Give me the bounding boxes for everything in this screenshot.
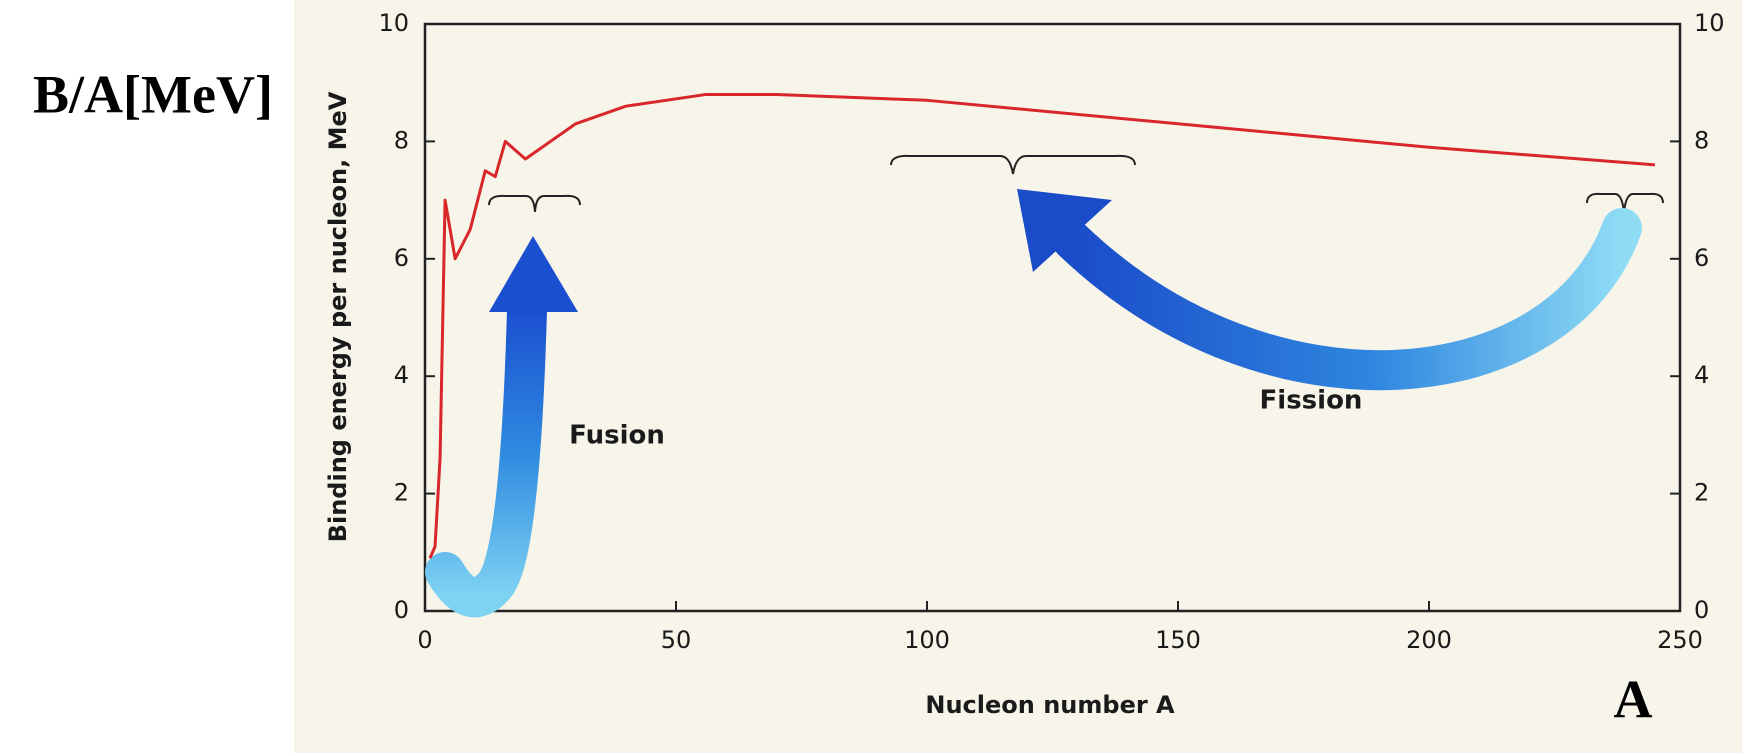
x-tick-label: 100 [904, 626, 950, 654]
fusion-arrow [425, 290, 547, 618]
data-line [428, 92, 1656, 559]
y-axis-title: Binding energy per nucleon, MeV [324, 91, 352, 542]
outer-y-label: B/A[MeV] [33, 64, 273, 124]
x-tick-label: 50 [661, 626, 692, 654]
y-tick-label: 4 [394, 361, 409, 389]
x-tick-label: 250 [1657, 626, 1703, 654]
y2-tick-label: 0 [1694, 596, 1709, 624]
annotation: Fission [1260, 386, 1363, 416]
y2-tick-label: 10 [1694, 9, 1725, 37]
x-axis-title: Nucleon number A [925, 691, 1175, 719]
y-tick-label: 10 [378, 9, 409, 37]
corner-label: A [1614, 669, 1653, 729]
y-tick-label: 8 [394, 126, 409, 154]
y2-tick-label: 2 [1694, 479, 1709, 507]
y-tick-label: 2 [394, 479, 409, 507]
y-tick-label: 6 [394, 244, 409, 272]
y2-tick-label: 6 [1694, 244, 1709, 272]
fission-arrow-head [1017, 189, 1112, 272]
fusion-arrow-head [489, 236, 578, 312]
x-tick-label: 0 [417, 626, 432, 654]
y2-tick-label: 4 [1694, 361, 1709, 389]
brace [890, 154, 1136, 175]
y-tick-label: 0 [394, 596, 409, 624]
annotation: Fusion [569, 421, 665, 451]
fission-arrow [1052, 208, 1642, 391]
brace [488, 194, 581, 213]
x-tick-label: 200 [1406, 626, 1452, 654]
y2-tick-label: 8 [1694, 126, 1709, 154]
x-tick-label: 150 [1155, 626, 1201, 654]
